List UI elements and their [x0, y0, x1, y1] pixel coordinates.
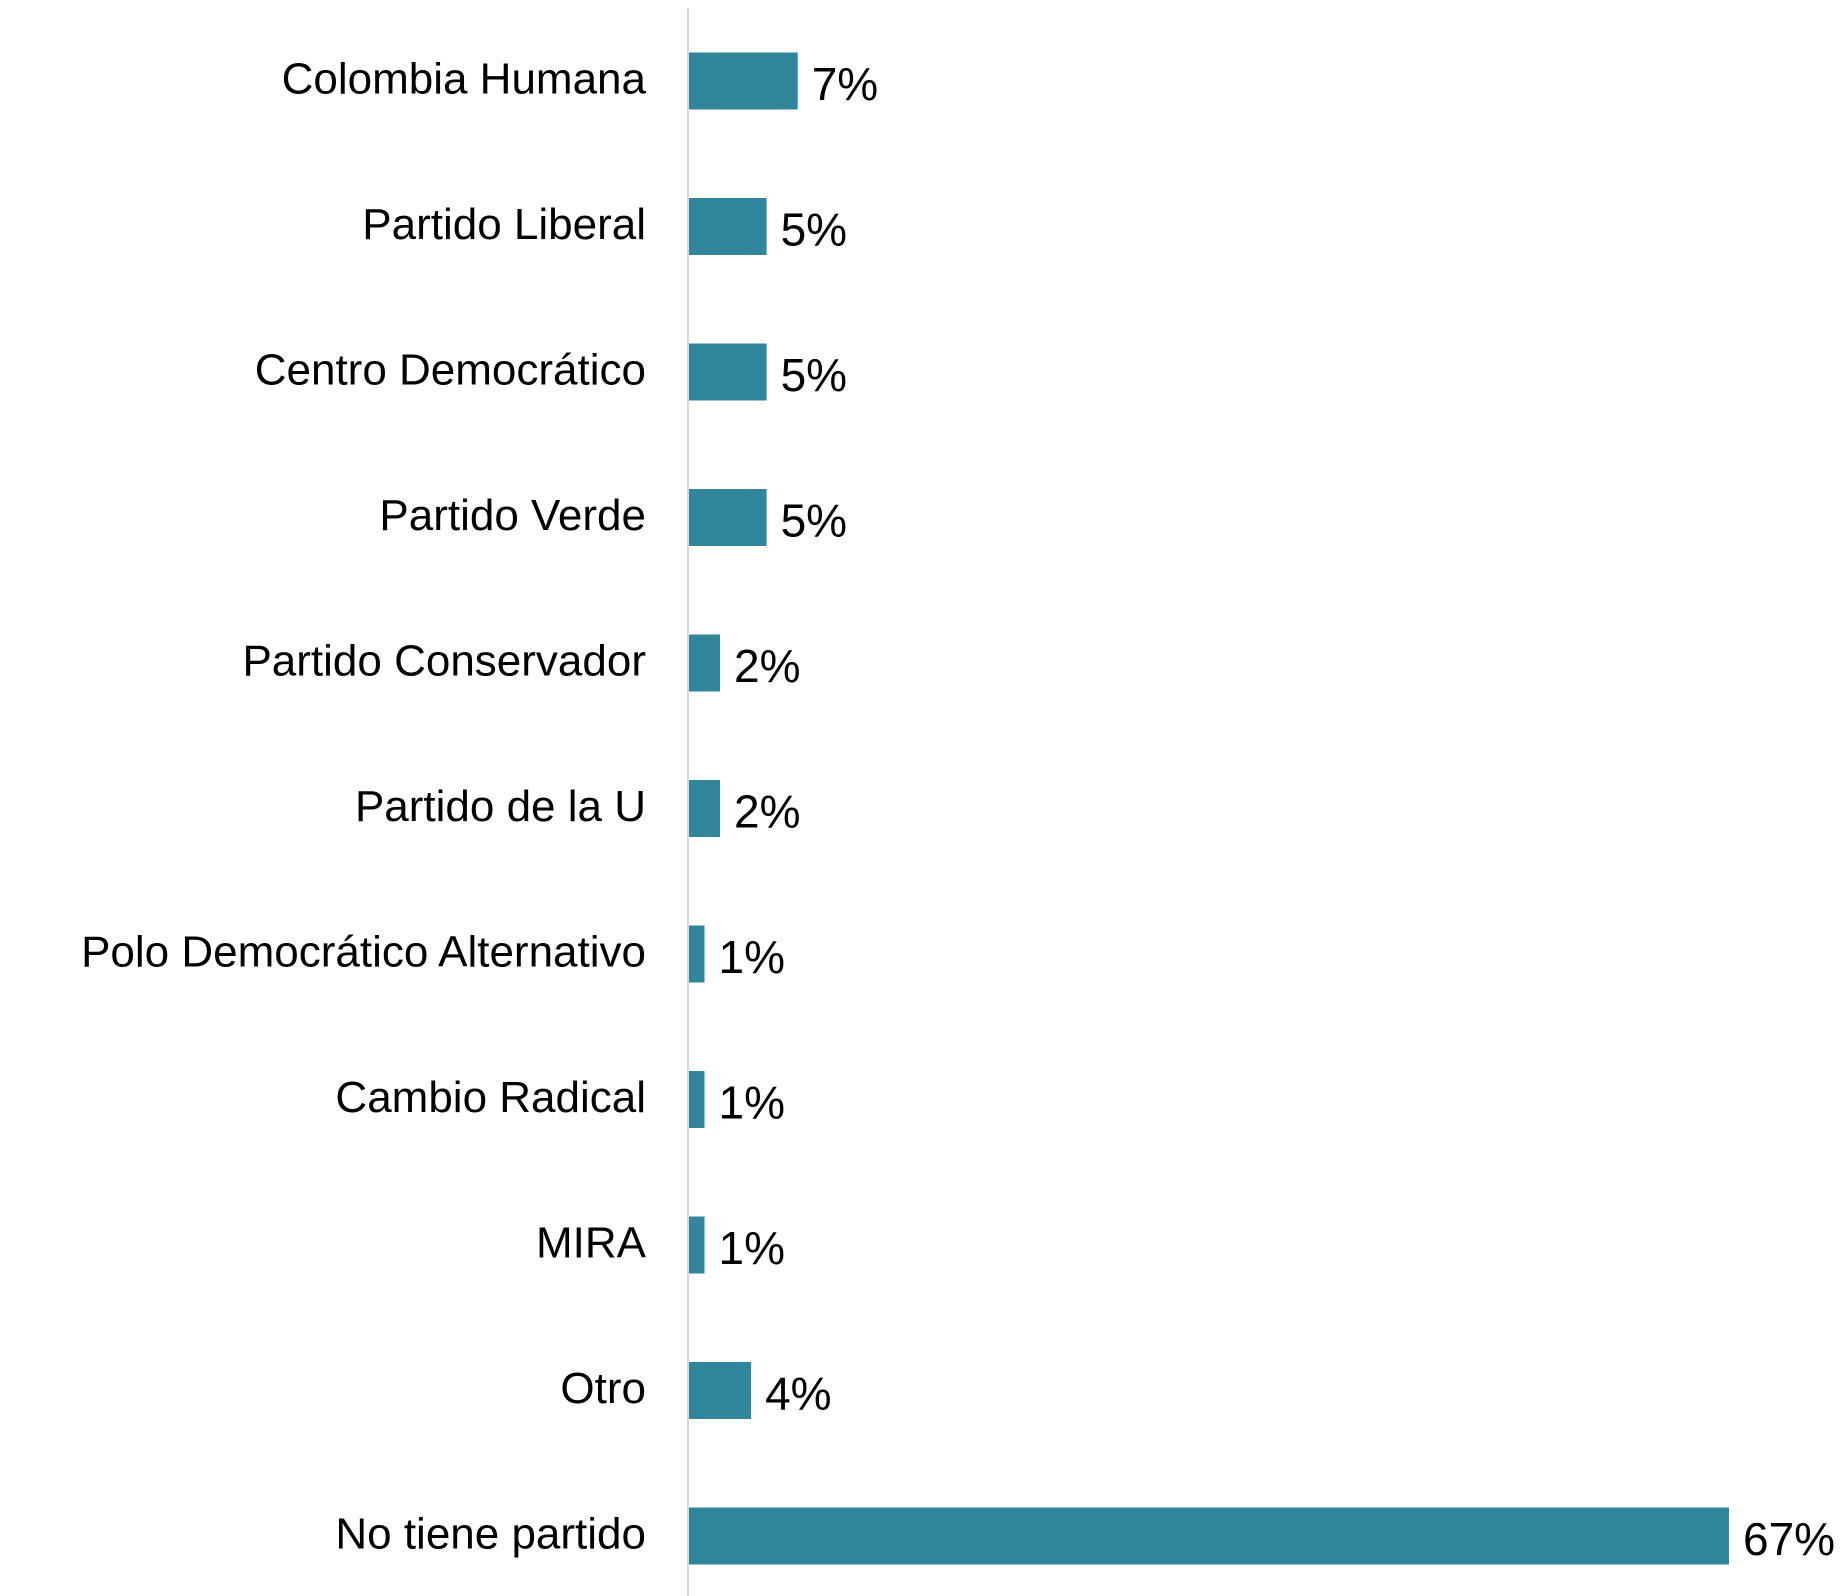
category-label: Centro Democrático	[255, 346, 646, 395]
category-label: No tiene partido	[335, 1510, 646, 1559]
value-label: 1%	[719, 1077, 785, 1129]
bar	[689, 1362, 752, 1419]
value-label: 67%	[1743, 1513, 1835, 1565]
category-label: Otro	[560, 1364, 646, 1413]
category-label: Colombia Humana	[282, 55, 647, 104]
value-labels-group: 7% 5% 5% 5% 2% 2% 1% 1% 1% 4% 67%	[719, 58, 1836, 1565]
category-label: Partido Verde	[379, 491, 646, 540]
value-label: 2%	[734, 640, 800, 692]
bar	[689, 489, 767, 546]
bar	[689, 198, 767, 255]
bar	[689, 52, 798, 110]
category-label: Partido Liberal	[362, 200, 646, 249]
category-label: Partido Conservador	[242, 637, 646, 686]
category-label: Partido de la U	[355, 782, 646, 831]
bar	[689, 634, 720, 692]
bar	[689, 925, 705, 983]
value-label: 1%	[719, 1222, 785, 1274]
category-label: Cambio Radical	[335, 1073, 646, 1122]
bar	[689, 1216, 705, 1274]
value-label: 5%	[781, 349, 847, 401]
bar	[689, 1507, 1729, 1565]
bar	[689, 780, 720, 837]
value-label: 5%	[781, 495, 847, 547]
bars-group	[689, 52, 1729, 1565]
category-label: MIRA	[536, 1219, 647, 1268]
bar	[689, 1071, 705, 1128]
value-label: 7%	[812, 58, 878, 110]
value-label: 5%	[781, 204, 847, 256]
category-labels-group: Colombia Humana Partido Liberal Centro Dem…	[81, 55, 647, 1559]
value-label: 4%	[765, 1368, 831, 1420]
value-label: 2%	[734, 786, 800, 838]
bar	[689, 343, 767, 401]
category-label: Polo Democrático Alternativo	[81, 928, 646, 977]
value-label: 1%	[719, 931, 785, 983]
